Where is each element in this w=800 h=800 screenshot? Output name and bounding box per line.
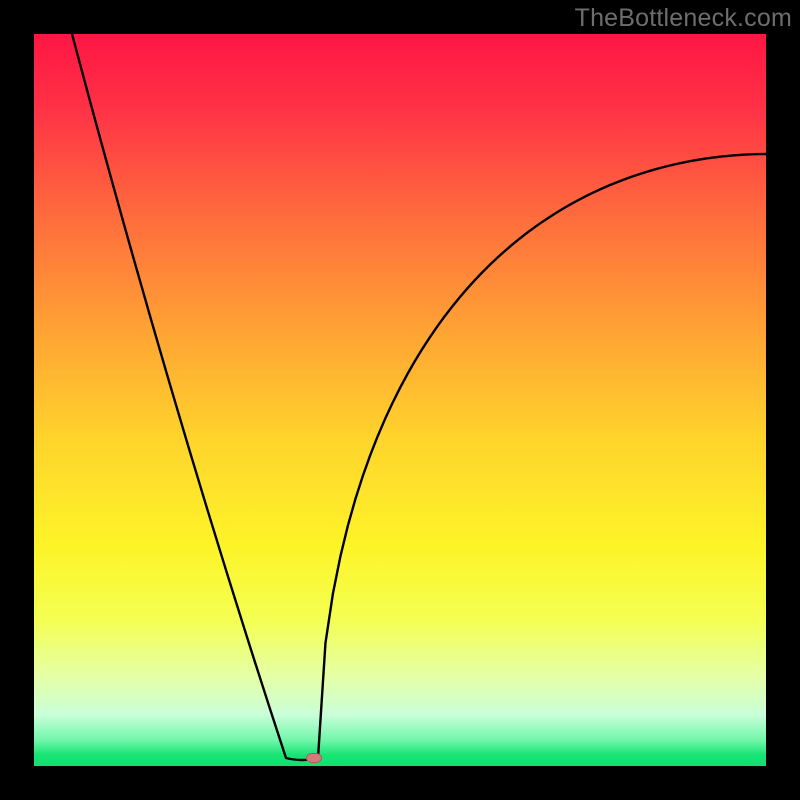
chart-stage: TheBottleneck.com <box>0 0 800 800</box>
current-value-marker <box>306 753 322 763</box>
bottleneck-curve <box>34 34 766 766</box>
watermark-text: TheBottleneck.com <box>575 4 792 33</box>
plot-background <box>34 34 766 766</box>
